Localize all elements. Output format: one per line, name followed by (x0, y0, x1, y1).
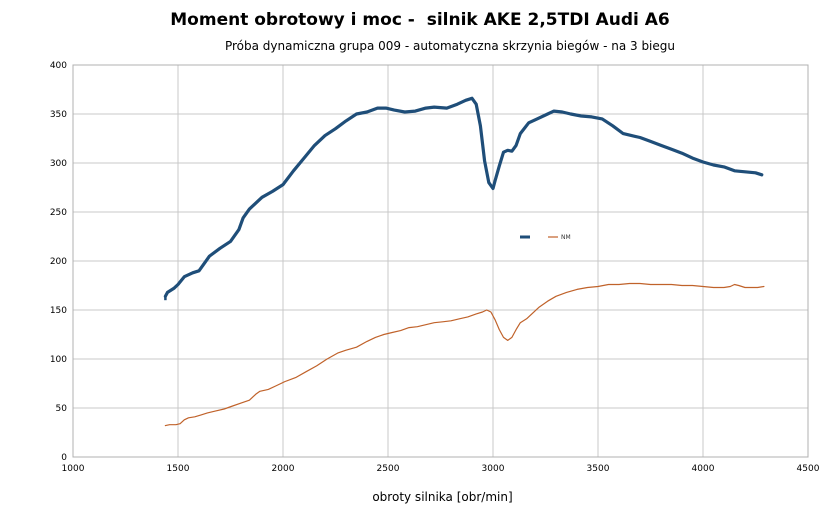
x-axis-label: obroty silnika [obr/min] (372, 490, 513, 504)
y-tick-label: 50 (56, 404, 68, 414)
legend: NM (520, 234, 571, 241)
y-tick-label: 400 (50, 61, 67, 71)
y-tick-label: 300 (50, 159, 67, 169)
series-lines (163, 96, 765, 427)
y-tick-label: 0 (61, 453, 67, 463)
x-tick-label: 1000 (62, 464, 85, 474)
plot-area (72, 64, 809, 458)
legend-label-nm: NM (561, 234, 571, 241)
chart-subtitle: Próba dynamiczna grupa 009 - automatyczn… (224, 39, 675, 53)
y-tick-labels: 0 50 100 150 200 250 300 350 400 (50, 61, 67, 463)
x-tick-label: 4000 (692, 464, 715, 474)
y-tick-label: 100 (50, 355, 67, 365)
x-tick-label: 3500 (587, 464, 610, 474)
x-tick-label: 2000 (272, 464, 295, 474)
x-tick-label: 1500 (167, 464, 190, 474)
y-tick-label: 150 (50, 306, 67, 316)
y-tick-label: 200 (50, 257, 67, 267)
series-line-nm (164, 282, 765, 427)
x-tick-labels: 1000 1500 2000 2500 3000 3500 4000 4500 (62, 464, 820, 474)
x-tick-label: 2500 (377, 464, 400, 474)
grid (72, 64, 809, 458)
x-tick-label: 3000 (482, 464, 505, 474)
chart-title: Moment obrotowy i moc - silnik AKE 2,5TD… (170, 10, 670, 30)
y-tick-label: 250 (50, 208, 67, 218)
series-line-torque (163, 96, 764, 298)
x-tick-label: 4500 (797, 464, 820, 474)
y-tick-label: 350 (50, 110, 67, 120)
